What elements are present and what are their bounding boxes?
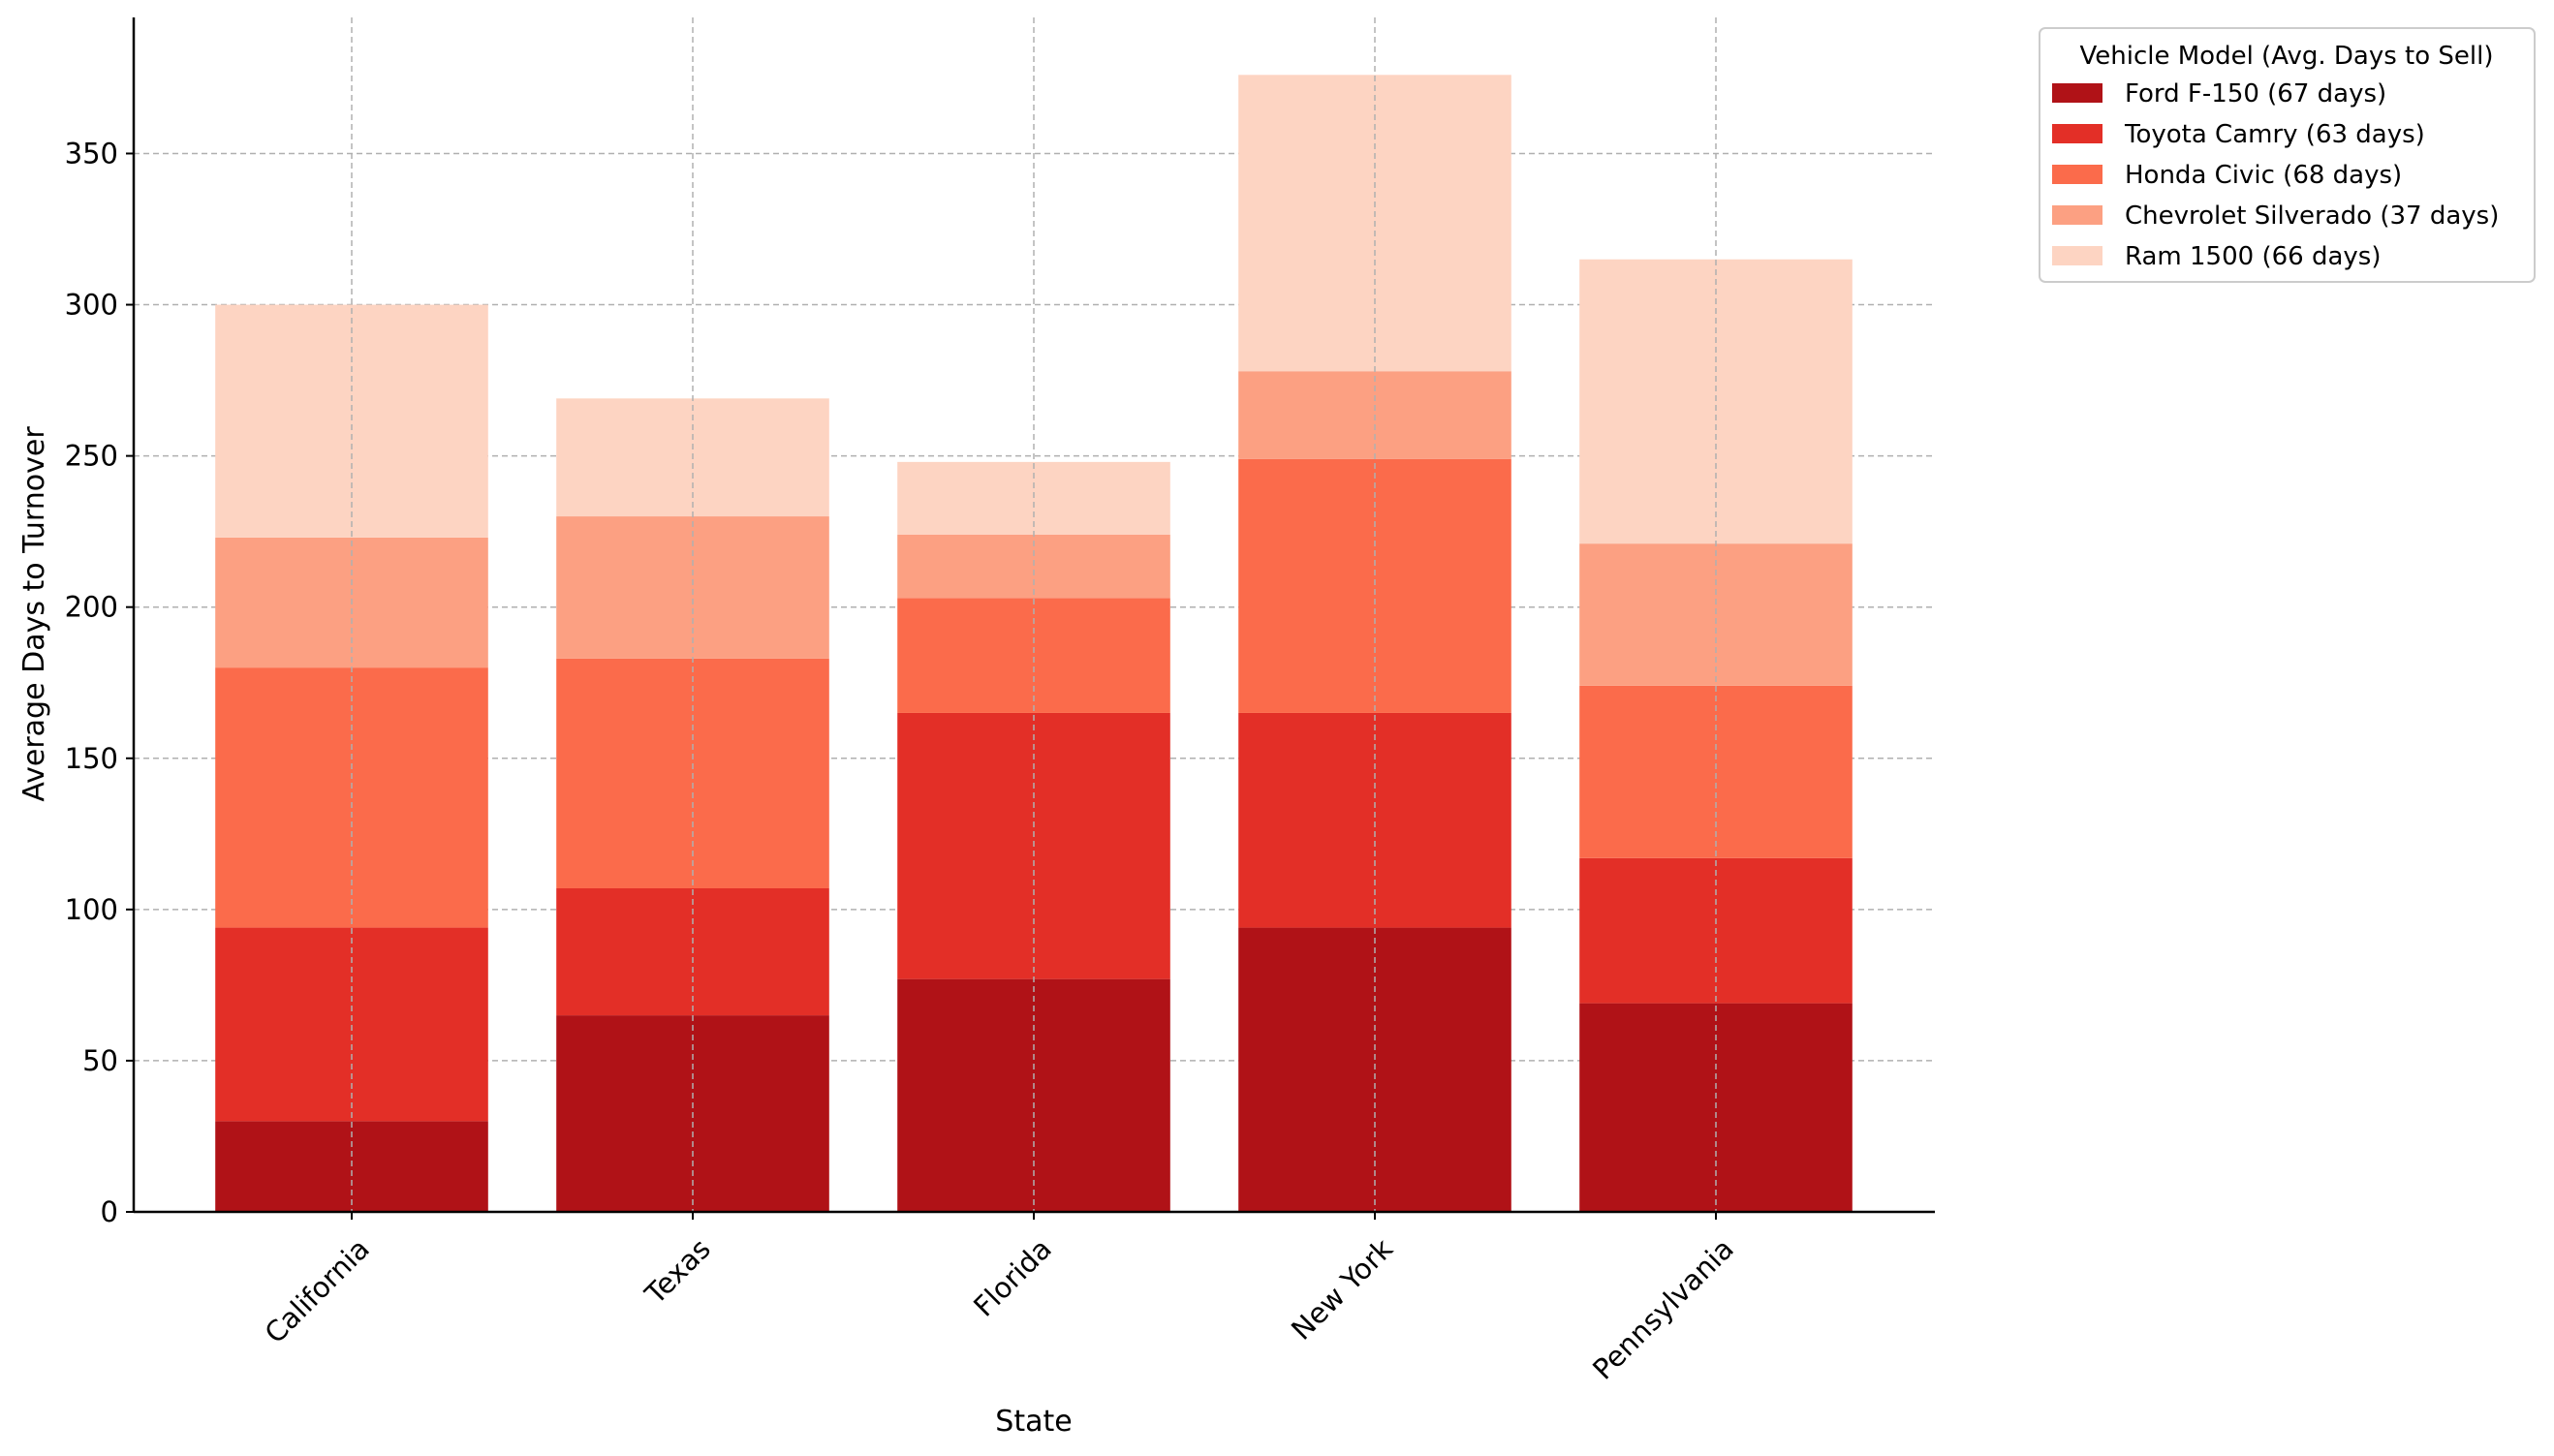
bar-texas-series-3 xyxy=(556,516,829,659)
y-tick-label: 350 xyxy=(65,137,118,170)
legend-title: Vehicle Model (Avg. Days to Sell) xyxy=(2079,42,2493,71)
x-grid xyxy=(351,17,1717,1212)
legend-entry: Ford F-150 (67 days) xyxy=(2125,79,2386,108)
y-tick-label: 150 xyxy=(65,742,118,775)
x-tick-label: Pennsylvania xyxy=(1586,1232,1740,1386)
x-tick-label: California xyxy=(259,1232,376,1349)
legend: Vehicle Model (Avg. Days to Sell) Ford F… xyxy=(2039,27,2536,283)
legend-swatch xyxy=(2052,124,2102,143)
y-tick-label: 200 xyxy=(65,591,118,624)
x-tick-label: Texas xyxy=(638,1232,717,1311)
legend-swatch xyxy=(2052,205,2102,225)
legend-entry: Honda Civic (68 days) xyxy=(2125,161,2402,190)
legend-entry: Toyota Camry (63 days) xyxy=(2124,120,2425,149)
bar-pennsylvania-series-2 xyxy=(1579,685,1853,858)
y-tick-label: 50 xyxy=(82,1044,118,1077)
x-axis-label: State xyxy=(995,1405,1072,1439)
bar-california-series-4 xyxy=(215,304,488,538)
x-tick-labels: California Texas Florida New York Pennsylvan… xyxy=(259,1232,1740,1386)
y-tick-label: 300 xyxy=(65,289,118,322)
y-axis-label: Average Days to Turnover xyxy=(17,426,51,802)
legend-swatch xyxy=(2052,83,2102,103)
axes xyxy=(126,17,1935,1220)
legend-swatch xyxy=(2052,165,2102,184)
bar-florida-series-2 xyxy=(897,598,1170,713)
bar-california-series-1 xyxy=(215,927,488,1122)
y-tick-label: 100 xyxy=(65,893,118,926)
y-tick-label: 0 xyxy=(101,1195,118,1228)
x-tick-label: Florida xyxy=(967,1232,1058,1323)
legend-entry: Chevrolet Silverado (37 days) xyxy=(2125,201,2499,231)
x-tick-label: New York xyxy=(1285,1232,1399,1347)
legend-frame xyxy=(2039,27,2536,283)
y-tick-labels: 0 50 100 150 200 250 300 350 xyxy=(65,137,118,1228)
y-tick-label: 250 xyxy=(65,440,118,473)
legend-swatch xyxy=(2052,246,2102,265)
legend-entry: Ram 1500 (66 days) xyxy=(2125,242,2381,271)
